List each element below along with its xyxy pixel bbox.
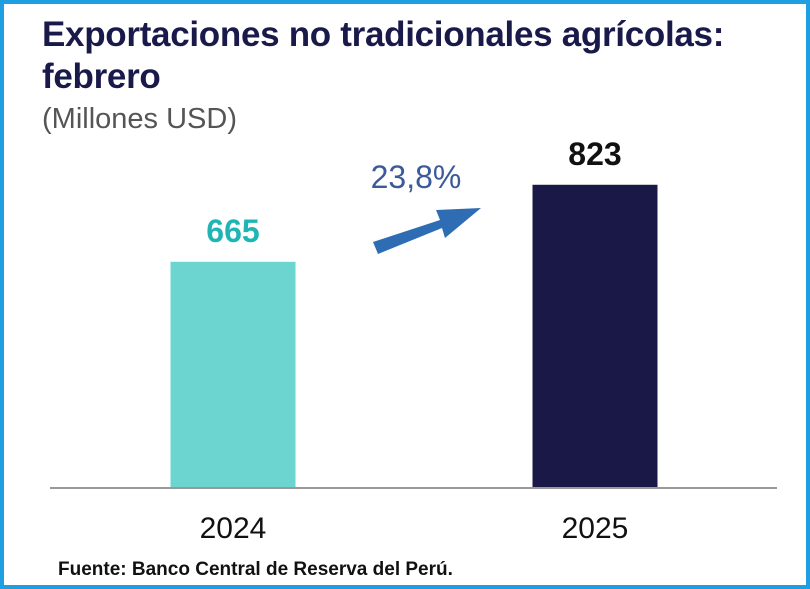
bar-2025 — [532, 184, 658, 488]
chart-subtitle: (Millones USD) — [42, 103, 237, 135]
data-label-2024: 665 — [206, 213, 259, 249]
growth-annotation: 23,8% — [371, 159, 462, 195]
x-tick-label-2025: 2025 — [562, 512, 629, 545]
x-tick-label-2024: 2024 — [200, 512, 267, 545]
chart-title: Exportaciones no tradicionales agrícolas… — [42, 15, 725, 96]
growth-arrow-icon — [373, 208, 481, 254]
data-label-2025: 823 — [568, 136, 621, 172]
bar-2024 — [170, 261, 296, 488]
source-note: Fuente: Banco Central de Reserva del Per… — [58, 559, 453, 580]
